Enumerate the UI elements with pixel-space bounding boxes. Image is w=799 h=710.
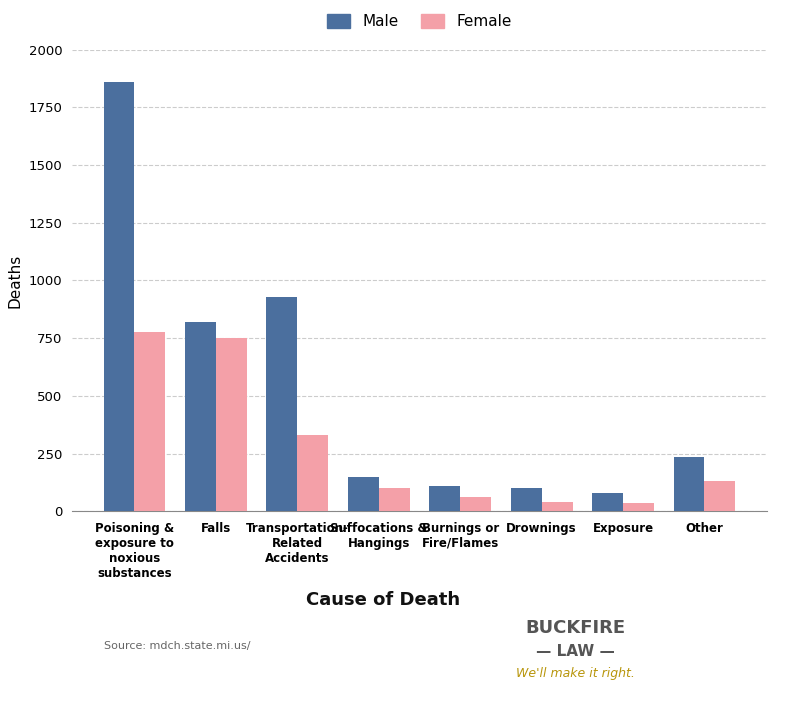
Bar [379, 488, 410, 511]
Bar [216, 338, 247, 511]
Bar [542, 502, 573, 511]
Bar [623, 503, 654, 511]
Bar [266, 297, 297, 511]
Bar [674, 457, 705, 511]
Text: We'll make it right.: We'll make it right. [516, 667, 634, 679]
Bar [348, 476, 379, 511]
Text: Source: mdch.state.mi.us/: Source: mdch.state.mi.us/ [104, 641, 250, 651]
Bar [134, 332, 165, 511]
Bar [511, 488, 542, 511]
Bar [297, 435, 328, 511]
Legend: Male, Female: Male, Female [320, 6, 519, 37]
Text: BUCKFIRE: BUCKFIRE [525, 619, 626, 638]
Y-axis label: Deaths: Deaths [8, 253, 22, 307]
Bar [705, 481, 735, 511]
Bar [460, 497, 491, 511]
Text: Cause of Death: Cause of Death [307, 591, 460, 609]
Bar [185, 322, 216, 511]
Text: — LAW —: — LAW — [536, 643, 614, 659]
Bar [429, 486, 460, 511]
Bar [592, 493, 623, 511]
Bar [104, 82, 134, 511]
